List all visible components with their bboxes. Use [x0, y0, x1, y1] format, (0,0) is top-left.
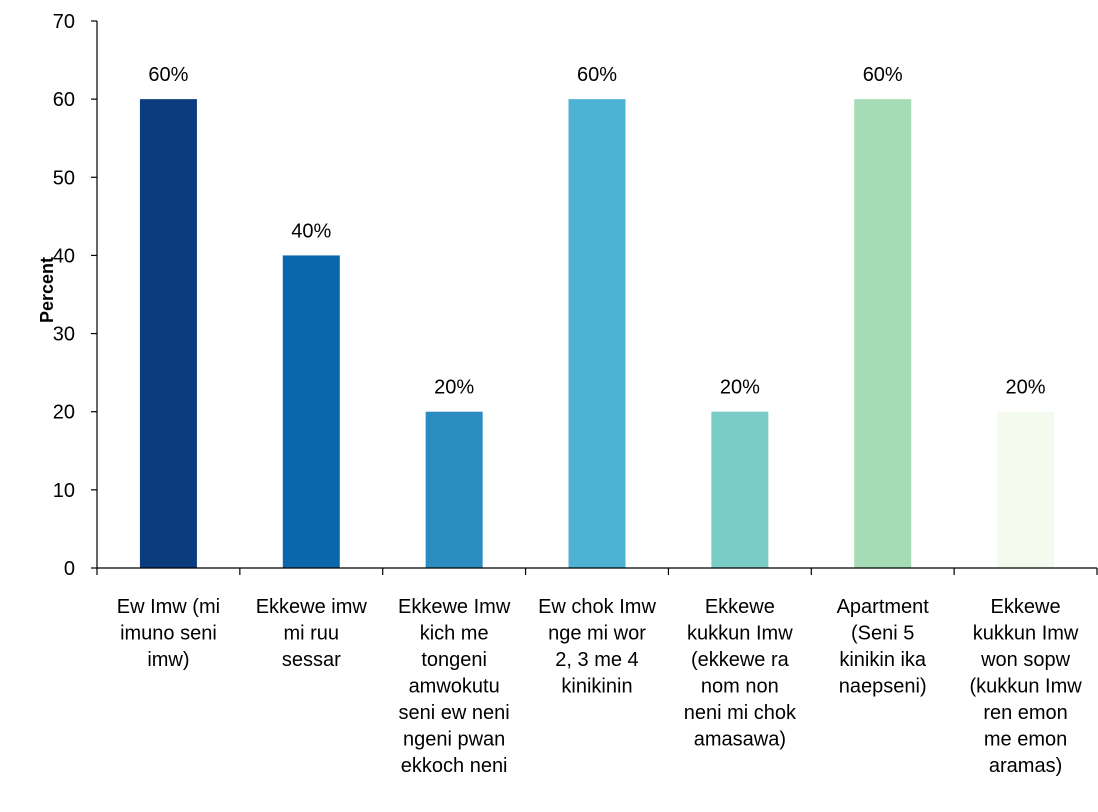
y-tick-label: 20	[53, 402, 75, 424]
y-tick-label: 40	[53, 245, 75, 267]
category-label-line: naepseni)	[839, 676, 927, 698]
category-label: Ekkewe kukkun Imw won sopw (kukkun Imw ren e…	[969, 596, 1082, 777]
category-label-line: tongeni	[421, 649, 487, 671]
category-label-line: seni ew neni	[399, 702, 510, 724]
category-labels: Ew Imw (mi imuno seni imw) Ekkewe imw mi ruu…	[117, 596, 1082, 777]
category-label-line: ngeni pwan	[403, 729, 505, 751]
data-labels: 60% 40% 20% 60% 20% 60% 20%	[148, 64, 1045, 399]
category-label-line: kukkun Imw	[687, 623, 793, 645]
data-label: 60%	[577, 64, 617, 86]
category-label-line: Ekkewe	[991, 596, 1061, 618]
bar	[568, 99, 626, 569]
category-label-line: 2, 3 me 4	[555, 649, 638, 671]
category-label-line: Ekkewe imw	[256, 596, 368, 618]
data-label: 20%	[1006, 377, 1046, 399]
y-axis: 0 10 20 30 40 50 60 70	[53, 11, 98, 580]
category-label-line: amasawa)	[694, 729, 786, 751]
bar	[139, 99, 197, 569]
bar	[425, 411, 483, 568]
category-label-line: neni mi chok	[684, 702, 797, 724]
category-label-line: (ekkewe ra	[691, 649, 790, 671]
category-label-line: imuno seni	[120, 623, 217, 645]
category-label-line: (Seni 5	[851, 623, 914, 645]
category-label: Apartment (Seni 5 kinikin ika naepseni)	[837, 596, 930, 698]
category-label-line: amwokutu	[409, 676, 500, 698]
y-tick-label: 30	[53, 324, 75, 346]
category-label-line: Ekkewe Imw	[398, 596, 511, 618]
bar	[711, 411, 769, 568]
category-label-line: imw)	[147, 649, 189, 671]
y-tick-label: 10	[53, 480, 75, 502]
data-label: 60%	[148, 64, 188, 86]
category-label-line: Ew chok Imw	[538, 596, 656, 618]
category-label-line: ren emon	[983, 702, 1068, 724]
x-axis	[96, 567, 1098, 575]
category-label-line: nge mi wor	[548, 623, 646, 645]
category-label-line: ekkoch neni	[401, 755, 508, 777]
data-label: 60%	[863, 64, 903, 86]
category-label-line: mi ruu	[283, 623, 339, 645]
category-label-line: Ew Imw (mi	[117, 596, 220, 618]
category-label: Ew Imw (mi imuno seni imw)	[117, 596, 220, 671]
bar	[854, 99, 912, 569]
bars	[139, 99, 1055, 569]
category-label-line: me emon	[984, 729, 1067, 751]
category-label-line: (kukkun Imw	[969, 676, 1082, 698]
data-label: 20%	[434, 377, 474, 399]
bar	[282, 255, 340, 568]
y-tick-label: 70	[53, 11, 75, 33]
category-label-line: kich me	[420, 623, 489, 645]
category-label-line: aramas)	[989, 755, 1062, 777]
category-label-line: Ekkewe	[705, 596, 775, 618]
category-label: Ekkewe kukkun Imw (ekkewe ra nom non neni mi…	[684, 596, 797, 751]
y-tick-label: 60	[53, 89, 75, 111]
y-tick-label: 50	[53, 167, 75, 189]
bar	[997, 411, 1055, 568]
category-label-line: kinikinin	[561, 676, 632, 698]
data-label: 40%	[291, 220, 331, 242]
y-tick-label: 0	[64, 558, 75, 580]
category-label: Ekkewe imw mi ruu sessar	[256, 596, 368, 671]
category-label-line: kinikin ika	[839, 649, 927, 671]
category-label-line: nom non	[701, 676, 779, 698]
category-label: Ekkewe Imw kich me tongeni amwokutu seni ew …	[398, 596, 511, 777]
category-label: Ew chok Imw nge mi wor 2, 3 me 4 kinikinin	[538, 596, 656, 698]
data-label: 20%	[720, 377, 760, 399]
category-label-line: Apartment	[837, 596, 930, 618]
category-label-line: kukkun Imw	[973, 623, 1079, 645]
category-label-line: sessar	[282, 649, 341, 671]
category-label-line: won sopw	[980, 649, 1070, 671]
y-axis-label: Percent	[37, 257, 57, 323]
